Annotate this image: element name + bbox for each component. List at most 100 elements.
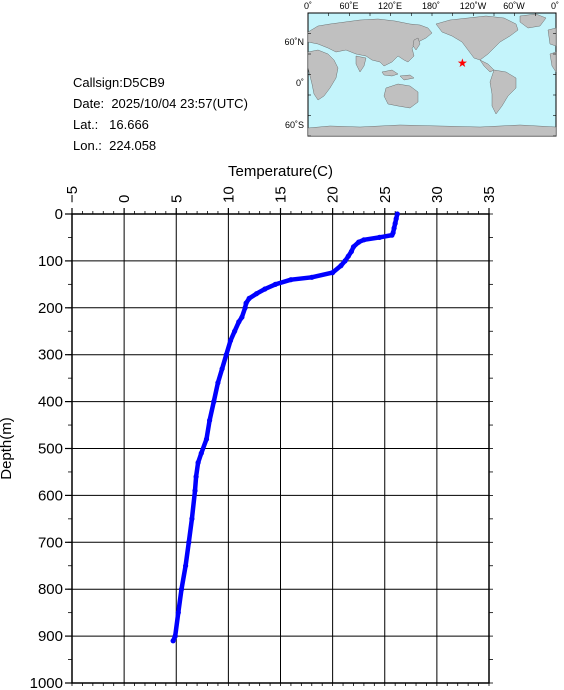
profile-point (227, 338, 234, 344)
profile-point (393, 216, 399, 222)
map-lat-label: 60˚N (284, 37, 304, 47)
map-lon-label: 0˚ (551, 1, 559, 11)
profile-point (242, 305, 248, 311)
profile-point (391, 225, 397, 231)
profile-point (253, 291, 260, 297)
date-value: 2025/10/04 23:57(UTC) (111, 96, 248, 111)
y-tick-label: 800 (38, 581, 63, 598)
europe-edge-landmass (547, 27, 557, 47)
africa-edge-landmass (549, 51, 557, 73)
lon-value: 224.058 (109, 138, 157, 153)
world-map: ★ 0˚ 60˚E 120˚E 180˚ 120˚W 60˚W 0˚ 60˚N … (284, 1, 559, 137)
profile-point (262, 286, 268, 292)
y-tick-label: 400 (38, 394, 63, 411)
profile-point (175, 610, 181, 616)
lat-label: Lat.: (73, 117, 99, 132)
greenland-landmass (519, 13, 547, 29)
antarctica-landmass (307, 124, 557, 137)
map-lat-label: 0˚ (296, 78, 304, 88)
south-america-landmass (489, 69, 517, 115)
profile-point (178, 586, 185, 592)
profile-point (203, 436, 210, 442)
date-label: Date: (73, 96, 105, 111)
y-tick-label: 0 (55, 206, 63, 223)
profile-point (309, 274, 315, 280)
y-tick-label: 600 (38, 487, 63, 504)
y-tick-labels: 0 100 200 300 400 500 600 700 800 900 1000 (30, 206, 72, 690)
callsign-text: Callsign:D5CB9 (73, 75, 165, 90)
map-lon-label: 120˚E (378, 1, 402, 11)
profile-point (272, 281, 278, 287)
profile-point (232, 328, 238, 334)
profile-point (183, 563, 189, 569)
africa-landmass (307, 49, 339, 101)
lat-value: 16.666 (109, 117, 149, 132)
profile-point (361, 237, 367, 243)
y-tick-label: 500 (38, 441, 63, 458)
profile-point (350, 244, 357, 250)
y-tick-label: 700 (38, 534, 63, 551)
map-ticks (307, 12, 557, 137)
profile-point (211, 399, 217, 405)
temperature-profile-line (170, 211, 400, 644)
indonesia-landmass (381, 69, 399, 77)
y-tick-label: 1000 (30, 675, 63, 690)
x-tick-label: 30 (429, 186, 446, 203)
profile-point (356, 239, 362, 245)
profile-point (192, 488, 198, 494)
lon-label: Lon.: (73, 138, 102, 153)
profile-point (389, 232, 395, 238)
profile-point (239, 314, 245, 320)
x-tick-label: 10 (220, 186, 237, 203)
profile-point (288, 277, 294, 283)
profile-point (392, 220, 398, 226)
x-tick-label: 0 (116, 195, 133, 203)
map-lon-label: 60˚E (339, 1, 358, 11)
profile-point (215, 380, 221, 386)
profile-point (198, 450, 204, 456)
date-row: Date: 2025/10/04 23:57(UTC) (73, 93, 248, 114)
profile-point (170, 638, 176, 644)
map-lon-label: 60˚W (503, 1, 525, 11)
central-america-landmass (479, 59, 495, 73)
profile-point (376, 234, 383, 240)
new-guinea-landmass (399, 74, 415, 81)
profile-point (394, 211, 400, 217)
x-tick-label: 15 (273, 186, 290, 203)
india-landmass (355, 55, 367, 73)
eurasia-landmass (307, 18, 433, 67)
profile-point (193, 474, 199, 480)
lat-row: Lat.: 16.666 (73, 114, 248, 135)
profile-point (236, 319, 242, 325)
x-tick-label: 20 (325, 186, 342, 203)
profile-point (195, 460, 201, 466)
station-info: Callsign:D5CB9 Date: 2025/10/04 23:57(UT… (73, 72, 248, 156)
profile-point (219, 366, 225, 372)
map-land (307, 13, 557, 137)
map-latitude-labels: 60˚N 0˚ 60˚S (284, 37, 304, 130)
profile-point (189, 516, 195, 522)
y-axis-title: Depth(m) (0, 417, 15, 480)
temperature-depth-chart: −5 0 5 10 15 20 25 30 35 01002003004005006007008… (0, 163, 498, 690)
y-tick-label: 200 (38, 300, 63, 317)
profile-point (348, 248, 354, 255)
x-tick-label: 25 (377, 186, 394, 203)
y-tick-label: 900 (38, 628, 63, 645)
x-tick-label: −5 (64, 186, 81, 203)
north-america-landmass (435, 15, 519, 61)
map-lat-label: 60˚S (285, 120, 304, 130)
x-tick-label: 35 (481, 186, 498, 203)
profile-point (243, 300, 249, 306)
lon-row: Lon.: 224.058 (73, 135, 248, 156)
map-lon-label: 0˚ (304, 1, 312, 11)
y-tick-label: 100 (38, 253, 63, 270)
star-icon: ★ (457, 56, 468, 70)
profile-point (330, 270, 336, 276)
profile-point (338, 263, 344, 269)
map-lon-label: 180˚ (422, 1, 440, 11)
map-longitude-labels: 0˚ 60˚E 120˚E 180˚ 120˚W 60˚W 0˚ (304, 1, 559, 11)
profile-point (172, 633, 178, 639)
map-lon-label: 120˚W (460, 1, 487, 11)
japan-landmass (412, 37, 421, 51)
